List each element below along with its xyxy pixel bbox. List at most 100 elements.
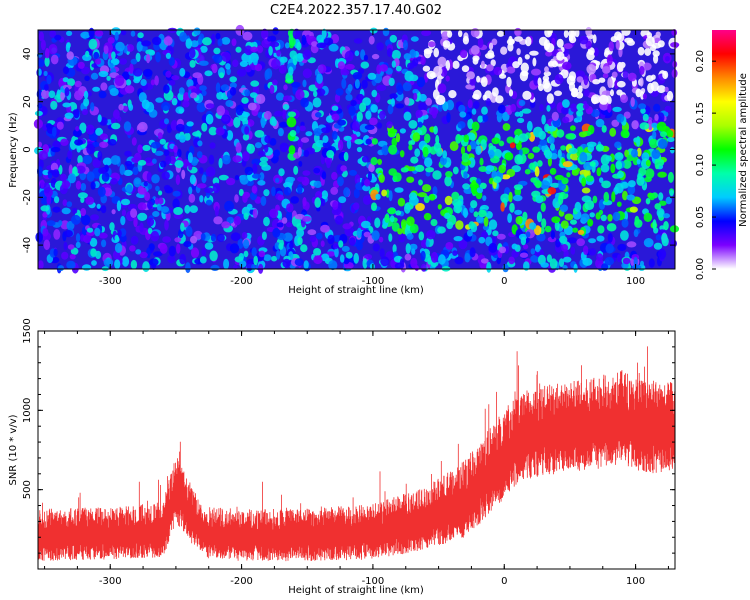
- spectrogram-cell: [85, 196, 95, 205]
- colorbar-tick-label: 0.10: [695, 154, 706, 176]
- spectrogram-cell: [271, 118, 277, 127]
- spectrogram-cell: [498, 140, 505, 147]
- spectrogram-cell: [461, 65, 470, 73]
- spectrogram-cell: [302, 216, 312, 222]
- spectrogram-cell: [96, 203, 101, 209]
- spectrogram-cell: [133, 217, 138, 228]
- x-tick-label: -200: [230, 576, 253, 587]
- spectrogram-cell: [291, 81, 301, 88]
- spectrogram-cell: [566, 172, 571, 178]
- spectrogram-cell: [544, 150, 553, 160]
- spectrogram-cell: [398, 232, 406, 243]
- spectrogram-cell: [75, 233, 81, 243]
- spectrogram-cell: [168, 245, 176, 257]
- spectrogram-cell: [600, 214, 607, 222]
- spectrogram-cell: [317, 64, 327, 74]
- spectrogram-cell: [360, 61, 370, 69]
- spectrogram-cell: [218, 157, 223, 169]
- spectrogram-cell: [433, 65, 443, 76]
- spectrogram-cell: [617, 243, 627, 251]
- spectrogram-cell: [90, 102, 95, 112]
- spectrogram-cell: [656, 121, 667, 132]
- spectrogram-cell: [294, 213, 305, 220]
- spectrogram-cell: [521, 70, 529, 77]
- spectrogram-cell: [221, 51, 231, 62]
- spectrogram-cell: [406, 216, 415, 226]
- spectrogram-cell: [417, 192, 427, 198]
- spectrogram-cell: [191, 88, 198, 94]
- spectrogram-cell: [508, 35, 513, 45]
- spectrogram-cell: [68, 164, 73, 176]
- spectrogram-cell: [226, 216, 235, 224]
- spectrogram-cell: [596, 235, 605, 242]
- spectrogram-cell: [463, 207, 468, 218]
- spectrogram-cell: [110, 155, 121, 165]
- spectrogram-cell: [639, 77, 644, 87]
- spectrogram-cell: [640, 107, 646, 114]
- spectrogram-cell: [289, 242, 294, 249]
- spectrogram-cell: [47, 172, 53, 179]
- spectrogram-cell: [568, 147, 578, 155]
- spectrogram-cell: [117, 229, 122, 238]
- spectrogram-cell: [148, 243, 155, 251]
- spectrogram-cell: [658, 159, 665, 166]
- spectrogram-cell: [137, 202, 147, 211]
- spectrogram-cell: [496, 30, 505, 37]
- spectrogram-cell: [66, 201, 73, 208]
- spectrogram-cell: [150, 79, 156, 86]
- spectrogram-cell: [400, 167, 409, 173]
- spectrogram-cell: [522, 211, 528, 221]
- spectrogram-cell: [242, 133, 250, 141]
- spectrogram-cell: [365, 110, 372, 120]
- spectrogram-cell: [283, 186, 292, 196]
- x-tick-label: -100: [362, 576, 385, 587]
- spectrogram-cell: [179, 253, 187, 265]
- spectrogram-cell: [424, 157, 433, 168]
- spectrogram-cell: [519, 110, 524, 118]
- spectrogram-cell: [245, 65, 252, 73]
- spectrogram-cell: [312, 97, 322, 108]
- spectrogram-cell: [251, 185, 258, 194]
- spectrogram-y-ticks: -40 -20 0 20 40: [22, 48, 675, 253]
- spectrogram-cell: [218, 174, 229, 181]
- spectrogram-cell: [120, 198, 131, 206]
- spectrogram-cell: [164, 219, 169, 231]
- spectrogram-cell: [410, 156, 419, 164]
- spectrogram-cell: [60, 91, 65, 101]
- spectrogram-cell: [251, 264, 256, 270]
- spectrogram-cell: [264, 144, 269, 153]
- spectrogram-cell: [391, 60, 396, 68]
- spectrogram-cell: [576, 76, 584, 83]
- spectrogram-cell: [45, 47, 50, 59]
- spectrogram-cell: [242, 192, 248, 203]
- spectrogram-cell: [602, 72, 609, 79]
- spectrogram-cell: [359, 102, 367, 113]
- spectrogram-cell: [477, 115, 484, 123]
- spectrogram-cell: [186, 79, 194, 88]
- spectrogram-cell: [587, 218, 594, 227]
- spectrogram-cell: [152, 36, 162, 46]
- spectrogram-cell: [111, 209, 116, 215]
- spectrogram-cell: [669, 189, 674, 197]
- spectrogram-cell: [151, 141, 161, 149]
- spectrogram-cell: [358, 94, 364, 100]
- spectrogram-cell: [529, 50, 539, 56]
- spectrogram-cell: [498, 246, 507, 254]
- snr-x-ticks: -300 -200 -100 0 100: [44, 331, 669, 587]
- spectrogram-cell: [588, 238, 596, 244]
- spectrogram-cell: [161, 171, 170, 181]
- x-tick-label: 0: [501, 276, 507, 287]
- spectrogram-cell: [388, 190, 393, 202]
- spectrogram-cell: [467, 229, 473, 237]
- spectrogram-cell: [570, 103, 577, 112]
- spectrogram-cell: [377, 158, 382, 165]
- spectrogram-cell: [331, 113, 340, 121]
- spectrogram-cell: [300, 137, 310, 143]
- spectrogram-cell: [572, 227, 579, 233]
- spectrogram-cell: [556, 51, 565, 61]
- spectrogram-cell: [667, 137, 675, 143]
- spectrogram-cell: [88, 38, 98, 50]
- spectrogram-cell: [399, 150, 405, 158]
- spectrogram-cell: [315, 112, 322, 118]
- spectrogram-cell: [524, 168, 531, 175]
